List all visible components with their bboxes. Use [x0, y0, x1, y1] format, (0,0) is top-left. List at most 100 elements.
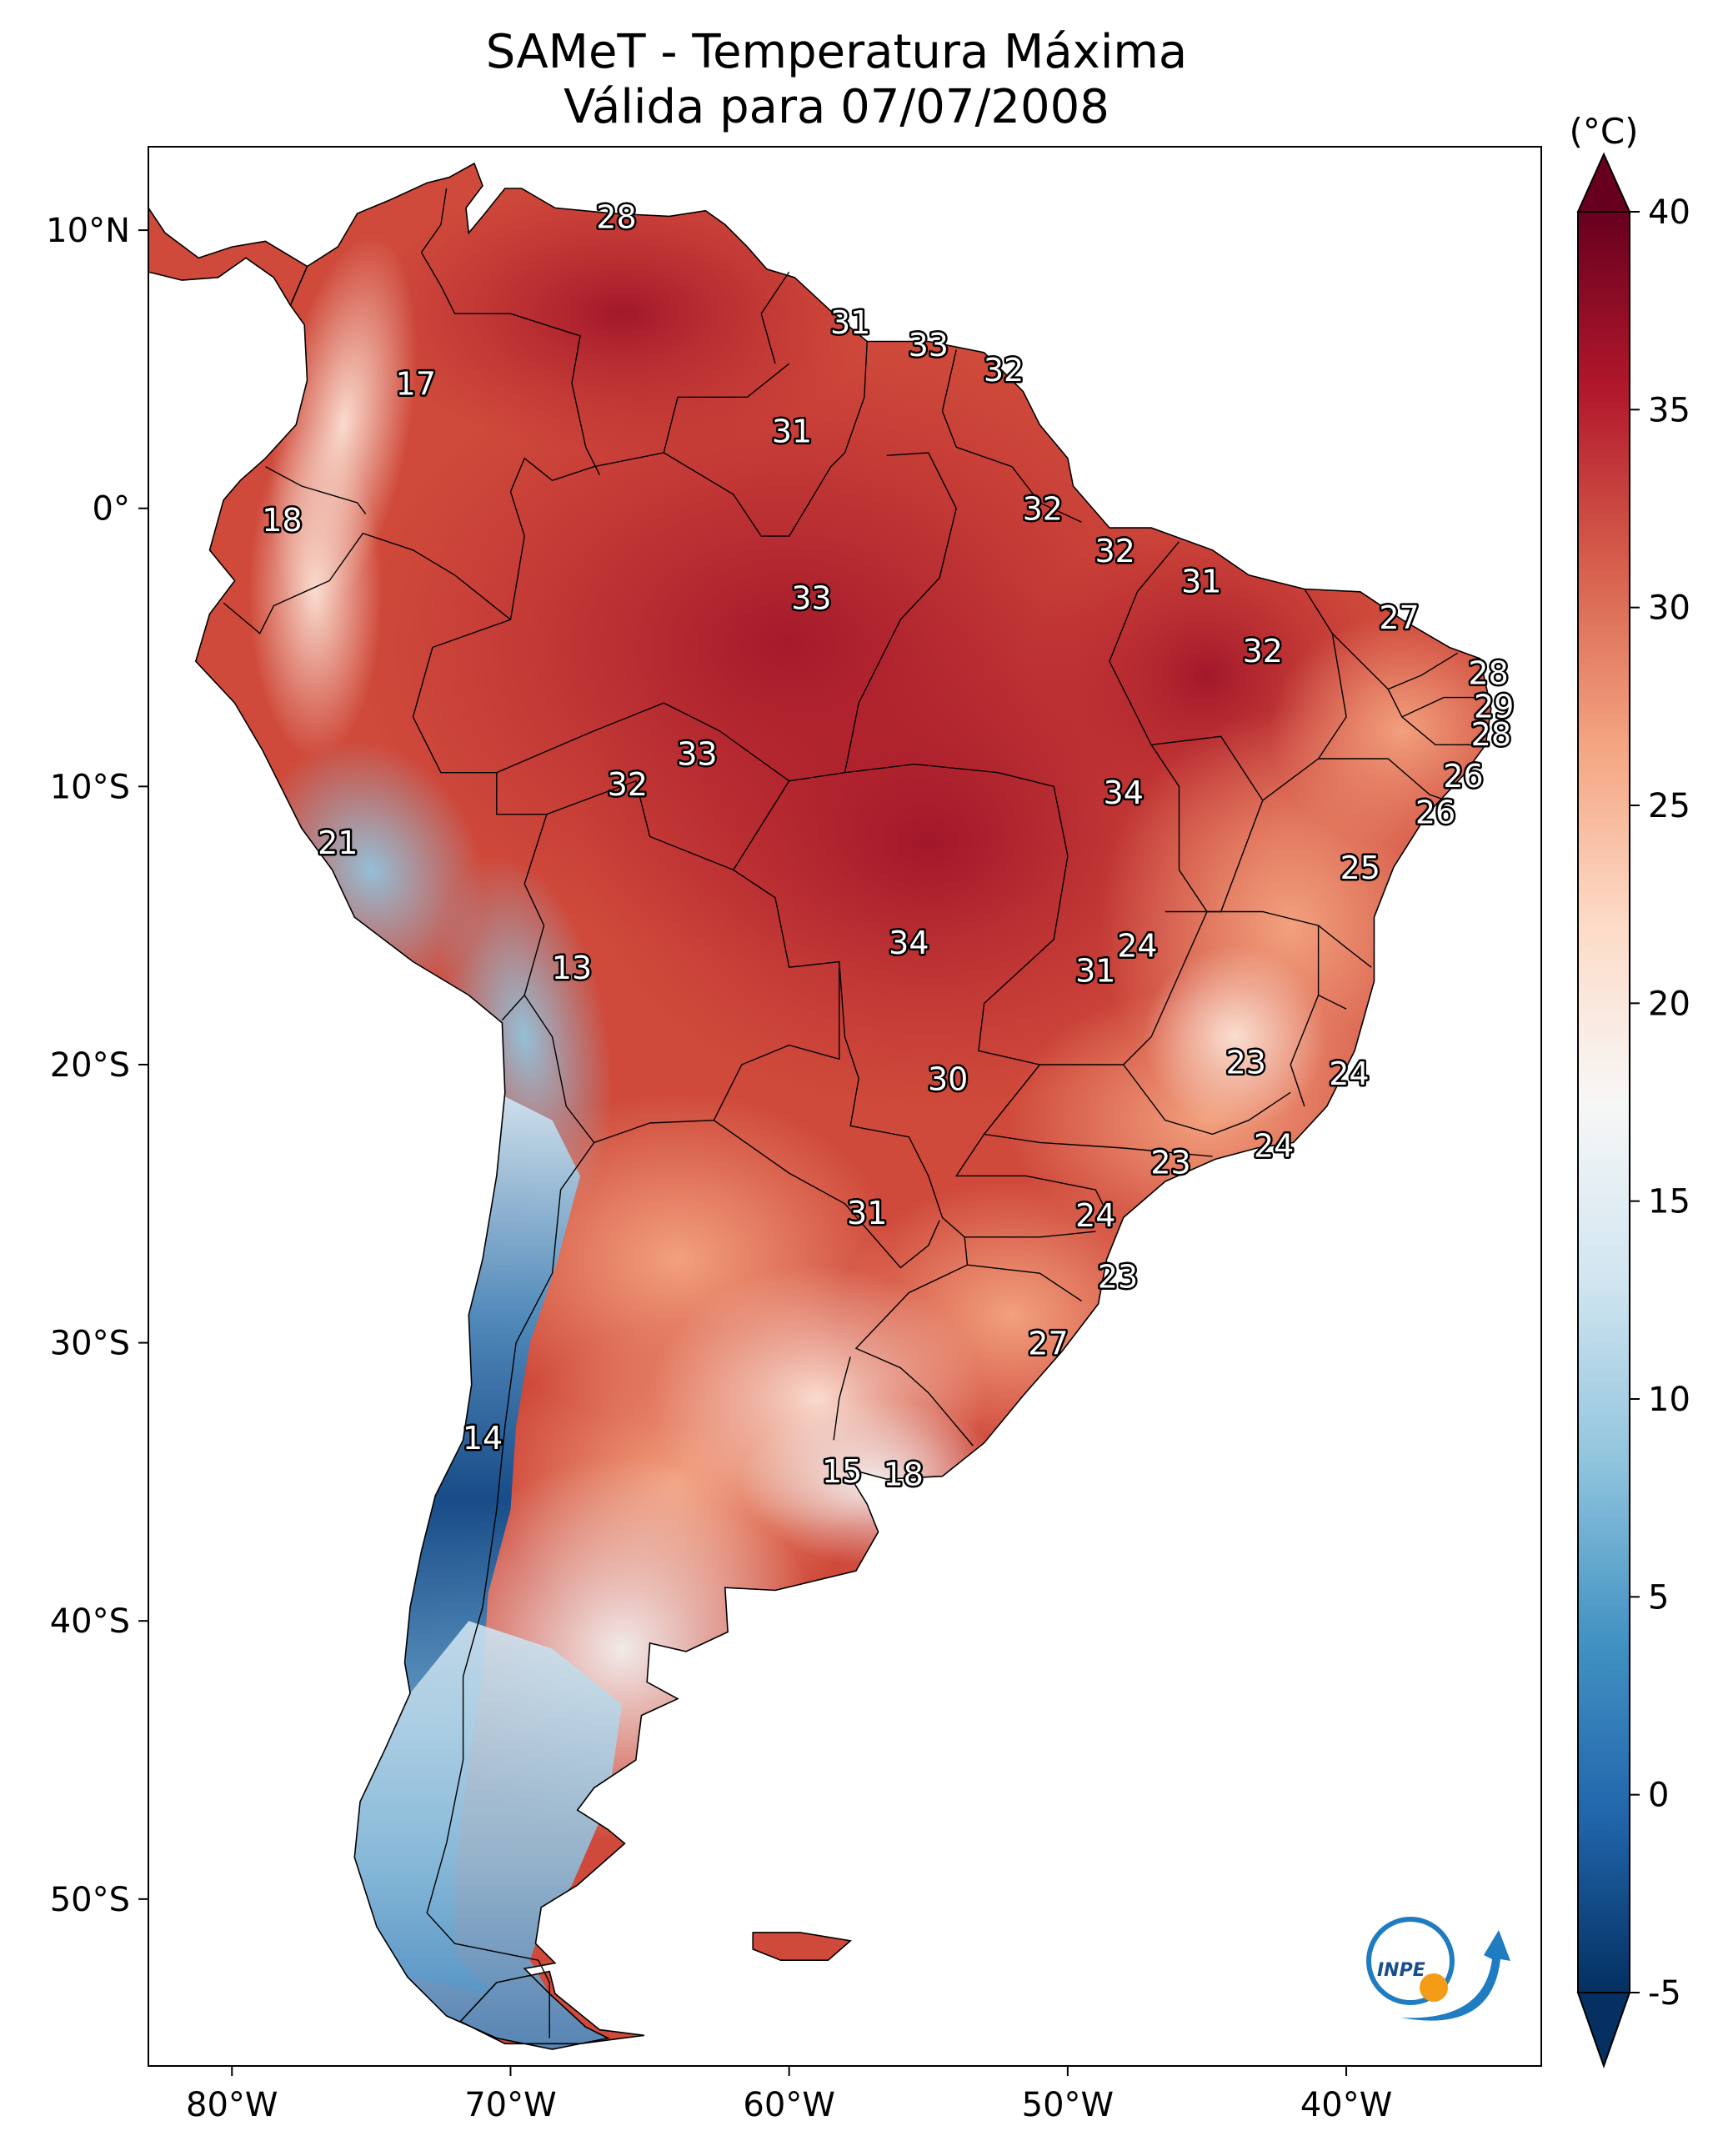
station-label: 23	[1098, 1259, 1138, 1296]
station-label: 32	[1094, 533, 1134, 569]
station-label: 34	[1104, 775, 1144, 811]
inpe-logo-dot	[1420, 1973, 1448, 2002]
pale-minas	[1143, 945, 1327, 1129]
lat-tick-label: 40°S	[50, 1602, 130, 1641]
border-line	[426, 1141, 595, 2038]
lat-tick-label: 20°S	[50, 1046, 130, 1085]
colorbar-body	[1577, 211, 1630, 1993]
station-label: 28	[1468, 655, 1508, 692]
station-label: 32	[1243, 633, 1283, 669]
station-label: 32	[984, 352, 1024, 389]
station-label: 28	[1471, 716, 1511, 753]
station-label: 27	[1028, 1326, 1068, 1362]
border-line	[964, 1231, 1096, 1238]
lon-tick-label: 60°W	[743, 2086, 834, 2124]
border-line	[420, 188, 601, 476]
station-label: 25	[1340, 850, 1380, 886]
colorbar-extend-max	[1576, 152, 1631, 213]
lat-tick-label: 0°	[93, 490, 130, 529]
station-label: 31	[847, 1195, 887, 1231]
border-line	[844, 341, 868, 454]
lon-tick-label: 70°W	[464, 2086, 556, 2124]
border-line	[223, 532, 511, 634]
map-title-text: SAMeT - Temperatura Máxima	[485, 25, 1188, 79]
colorbar-tick-label: 35	[1648, 391, 1690, 429]
lat-tick-label: 10°N	[46, 212, 130, 250]
map-frame-border	[148, 146, 1542, 2067]
station-label: 13	[552, 950, 592, 986]
colorbar: 40 35 30 25 20 15 10 5 0 -5 (°C)	[1569, 111, 1690, 2069]
station-label: 33	[791, 579, 831, 616]
station-label: 14	[463, 1420, 503, 1457]
station-label: 24	[1254, 1128, 1294, 1165]
border-line	[955, 446, 1082, 524]
colorbar-tick-label: 40	[1648, 193, 1690, 232]
temperature-field	[248, 172, 1491, 2049]
station-label: 31	[772, 413, 812, 449]
station-label: 17	[396, 366, 436, 403]
station-label: 34	[889, 925, 929, 961]
map-subtitle: Válida para 07/07/2008	[0, 80, 1723, 134]
station-label: 24	[1329, 1055, 1369, 1092]
border-line	[1290, 995, 1320, 1107]
station-label: 33	[677, 735, 717, 772]
colorbar-tick-label: 5	[1648, 1578, 1669, 1617]
border-line	[733, 541, 1208, 1065]
station-label: 26	[1443, 758, 1483, 795]
station-label: 31	[1181, 563, 1221, 599]
border-line	[1401, 696, 1486, 718]
map-title: SAMeT - Temperatura Máxima	[0, 25, 1723, 79]
border-line	[713, 1120, 940, 1269]
colorbar-tick-label: -5	[1648, 1974, 1681, 2013]
map-subtitle-text: Válida para 07/07/2008	[563, 80, 1109, 134]
station-label: 26	[1415, 794, 1455, 830]
border-line	[265, 466, 367, 514]
lon-tick-label: 80°W	[186, 2086, 278, 2124]
border-line	[496, 702, 790, 782]
station-label: 23	[1150, 1145, 1190, 1181]
station-label: 32	[608, 766, 648, 803]
lat-tick-label: 50°S	[50, 1881, 130, 1919]
station-label: 23	[1226, 1045, 1266, 1081]
colorbar-unit-label: (°C)	[1569, 111, 1638, 152]
border-line	[1387, 652, 1459, 690]
border-line	[1123, 1064, 1291, 1136]
border-line	[412, 363, 974, 1447]
station-label: 28	[596, 198, 636, 235]
pale-ecuador-andes	[248, 424, 383, 759]
border-line	[663, 452, 845, 537]
inpe-logo-swoosh	[1400, 1930, 1510, 2021]
station-label: 21	[318, 825, 358, 861]
lon-tick-label: 50°W	[1022, 2086, 1114, 2124]
lon-tick-label: 40°W	[1300, 2086, 1392, 2124]
station-label: 29	[1474, 689, 1514, 725]
station-label: 31	[1075, 953, 1115, 990]
station-label: 30	[928, 1061, 968, 1098]
colorbar-tick-label: 25	[1648, 787, 1690, 825]
colorbar-tick-label: 30	[1648, 589, 1690, 628]
colorbar-tick-label: 0	[1648, 1777, 1669, 1815]
border-line	[844, 452, 957, 773]
inpe-logo: INPE	[1366, 1917, 1510, 2021]
border-line	[941, 349, 957, 448]
border-line	[954, 1134, 1110, 1218]
station-label: 31	[830, 304, 870, 341]
border-line	[1318, 758, 1447, 801]
border-line	[501, 814, 548, 1021]
lat-tick-label: 10°S	[50, 768, 130, 806]
colorbar-tick-label: 10	[1648, 1381, 1690, 1419]
border-line	[983, 1064, 1213, 1157]
station-label: 24	[1075, 1197, 1115, 1234]
station-label: 18	[884, 1456, 924, 1492]
colorbar-extend-min	[1576, 1992, 1631, 2069]
country-borders	[223, 188, 1486, 2038]
border-line	[760, 271, 790, 364]
colorbar-tick-label: 15	[1648, 1183, 1690, 1221]
inpe-logo-ring	[1366, 1917, 1455, 2005]
border-line	[833, 1356, 851, 1441]
map-axes: 80°W 70°W 60°W 50°W 40°W 10°N 0° 10°S 20°S 30°S 40…	[46, 212, 1392, 2124]
station-label: 24	[1117, 927, 1157, 964]
colorbar-tick-label: 20	[1648, 985, 1690, 1023]
